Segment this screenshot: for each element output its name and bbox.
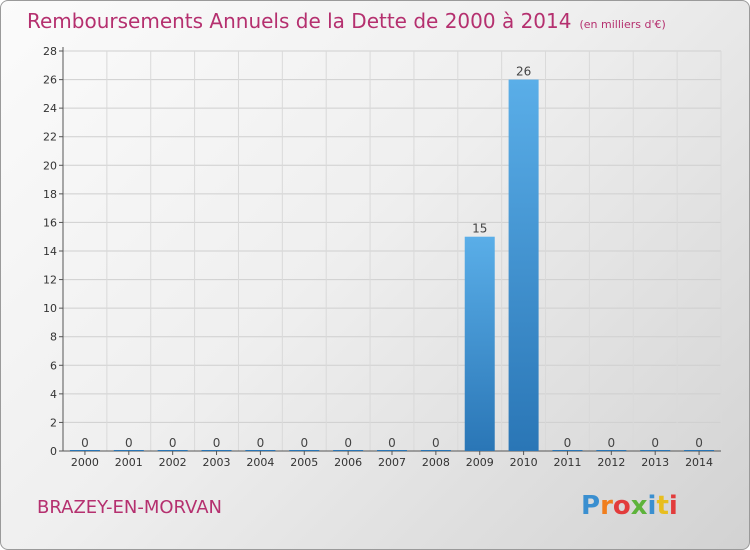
y-tick-label: 8: [50, 331, 57, 344]
x-tick-label: 2004: [246, 456, 274, 469]
x-tick-label: 2001: [115, 456, 143, 469]
data-label: 26: [516, 65, 531, 79]
x-tick-label: 2008: [422, 456, 450, 469]
y-tick-label: 10: [43, 302, 57, 315]
y-tick-label: 14: [43, 245, 57, 258]
y-tick-label: 18: [43, 188, 57, 201]
y-tick-label: 0: [50, 445, 57, 458]
y-tick-label: 24: [43, 102, 57, 115]
proxiti-logo: Proxiti: [581, 491, 678, 521]
x-tick-label: 2005: [290, 456, 318, 469]
data-label: 0: [344, 436, 352, 450]
y-tick-label: 12: [43, 274, 57, 287]
data-label: 0: [213, 436, 221, 450]
y-tick-label: 6: [50, 359, 57, 372]
commune-name: BRAZEY-EN-MORVAN: [37, 497, 222, 518]
data-label: 0: [388, 436, 396, 450]
logo-letter: i: [647, 491, 657, 521]
x-tick-label: 2009: [466, 456, 494, 469]
x-tick-label: 2014: [685, 456, 713, 469]
bar: [508, 79, 539, 452]
x-tick-label: 2006: [334, 456, 362, 469]
y-tick-label: 4: [50, 388, 57, 401]
x-tick-label: 2000: [71, 456, 99, 469]
logo-letter: r: [600, 491, 613, 521]
chart-title-text: Remboursements Annuels de la Dette de 20…: [27, 9, 572, 33]
x-tick-label: 2010: [510, 456, 538, 469]
data-label: 0: [81, 436, 89, 450]
logo-letter: o: [612, 491, 631, 521]
y-tick-label: 22: [43, 131, 57, 144]
grid-lines: [62, 50, 722, 452]
bar: [464, 236, 495, 451]
logo-letter: t: [656, 491, 669, 521]
x-tick-label: 2013: [641, 456, 669, 469]
data-label: 0: [257, 436, 265, 450]
data-label: 0: [300, 436, 308, 450]
y-tick-label: 2: [50, 416, 57, 429]
data-label: 0: [695, 436, 703, 450]
bars: [69, 79, 715, 452]
y-tick-label: 28: [43, 45, 57, 58]
data-label: 0: [608, 436, 616, 450]
y-tick-label: 20: [43, 159, 57, 172]
labels: 0246810121416182022242628020000200102002…: [43, 45, 713, 469]
data-label: 0: [169, 436, 177, 450]
chart-title: Remboursements Annuels de la Dette de 20…: [27, 9, 666, 33]
x-tick-label: 2007: [378, 456, 406, 469]
x-tick-label: 2002: [159, 456, 187, 469]
data-label: 0: [125, 436, 133, 450]
data-label: 0: [651, 436, 659, 450]
x-tick-label: 2012: [597, 456, 625, 469]
data-label: 0: [564, 436, 572, 450]
x-tick-label: 2003: [203, 456, 231, 469]
y-tick-label: 26: [43, 74, 57, 87]
logo-letter: P: [581, 491, 601, 521]
chart-subtitle: (en milliers d'€): [579, 18, 666, 31]
logo-letter: i: [668, 491, 678, 521]
data-label: 0: [432, 436, 440, 450]
logo-letter: x: [630, 491, 648, 521]
x-tick-label: 2011: [553, 456, 581, 469]
data-label: 15: [472, 222, 487, 236]
y-tick-label: 16: [43, 216, 57, 229]
